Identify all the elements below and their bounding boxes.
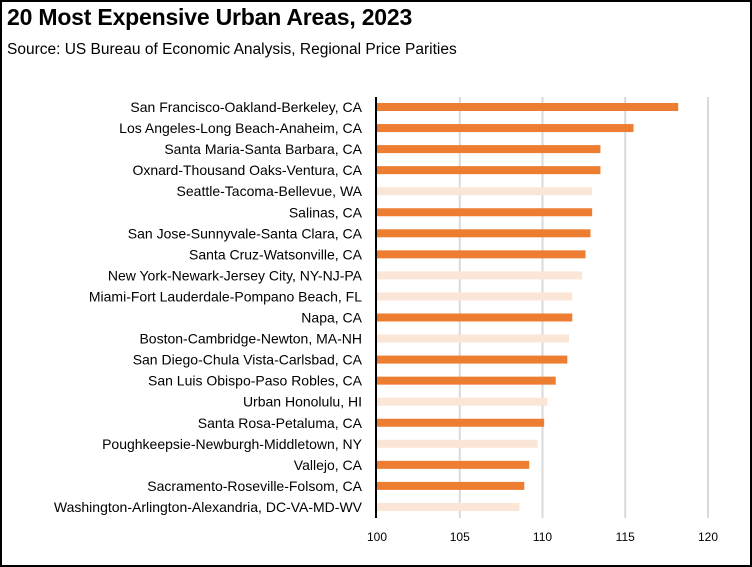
bar [377, 460, 530, 469]
bar [377, 208, 593, 217]
bar [377, 397, 548, 406]
category-label: Santa Rosa-Petaluma, CA [198, 415, 363, 431]
chart-title: 20 Most Expensive Urban Areas, 2023 [7, 4, 413, 30]
x-tick-label: 110 [533, 530, 552, 544]
category-label: Santa Cruz-Watsonville, CA [189, 246, 363, 262]
category-label: San Luis Obispo-Paso Robles, CA [148, 373, 363, 389]
category-label: San Diego-Chula Vista-Carlsbad, CA [133, 352, 363, 368]
category-label: Salinas, CA [289, 204, 363, 220]
category-label: San Francisco-Oakland-Berkeley, CA [130, 99, 362, 115]
category-label: Urban Honolulu, HI [243, 394, 362, 410]
category-label: Poughkeepsie-Newburgh-Middletown, NY [102, 436, 363, 452]
category-label: New York-Newark-Jersey City, NY-NJ-PA [108, 267, 363, 283]
bar [377, 418, 545, 427]
bar [377, 145, 601, 154]
bar [377, 376, 556, 385]
x-tick-label: 105 [450, 530, 470, 544]
x-tick-label: 115 [616, 530, 635, 544]
category-label: Oxnard-Thousand Oaks-Ventura, CA [132, 162, 362, 178]
category-label: Miami-Fort Lauderdale-Pompano Beach, FL [89, 288, 362, 304]
bar [377, 187, 593, 196]
category-label: Washington-Arlington-Alexandria, DC-VA-M… [54, 499, 363, 515]
gridlines [458, 97, 709, 518]
category-label: Napa, CA [301, 310, 362, 326]
category-label: Vallejo, CA [294, 457, 363, 473]
category-labels: San Francisco-Oakland-Berkeley, CA Los An… [54, 99, 363, 515]
category-label: Los Angeles-Long Beach-Anaheim, CA [119, 120, 362, 136]
bar [377, 250, 586, 259]
bar [377, 439, 538, 448]
bar [377, 334, 569, 343]
bar [377, 166, 601, 175]
bar [377, 124, 634, 133]
category-label: Sacramento-Roseville-Folsom, CA [147, 478, 362, 494]
bar [377, 502, 520, 511]
bars [377, 103, 679, 511]
bar [377, 481, 525, 490]
category-label: Santa Maria-Santa Barbara, CA [164, 141, 362, 157]
bar [377, 229, 591, 238]
bar [377, 271, 583, 280]
bar [377, 103, 679, 111]
x-tick-label: 100 [367, 530, 387, 544]
bar [377, 313, 573, 322]
x-tick-label: 120 [698, 530, 718, 544]
category-label: San Jose-Sunnyvale-Santa Clara, CA [128, 225, 363, 241]
bar [377, 292, 573, 301]
category-label: Boston-Cambridge-Newton, MA-NH [139, 331, 362, 347]
bar [377, 355, 568, 364]
category-label: Seattle-Tacoma-Bellevue, WA [177, 183, 363, 199]
chart-subtitle: Source: US Bureau of Economic Analysis, … [7, 41, 457, 58]
x-tick-labels: 100 105 110 115 120 [367, 530, 718, 544]
